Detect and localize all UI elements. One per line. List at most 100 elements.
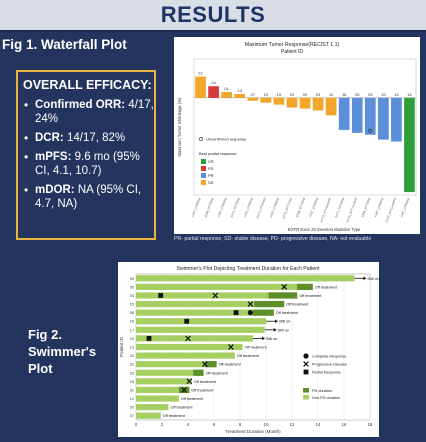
x-tick-label: 12 xyxy=(290,422,295,427)
swim-bar-pd xyxy=(297,283,313,290)
legend-pr-label: Partial Response xyxy=(312,371,341,375)
legend-nonpd-duration-label: Non-PD duration xyxy=(312,396,340,400)
bar-patient-id: 01 xyxy=(224,86,229,91)
efficacy-value: 14/17, 82% xyxy=(66,132,126,144)
x-tick-label: N771_H773dup xyxy=(334,197,345,218)
efficacy-label: DCR: xyxy=(35,132,64,144)
unconfirmed-marker xyxy=(368,128,373,133)
waterfall-bar xyxy=(234,93,246,98)
x-tick-label: D770_N771insSVD xyxy=(346,196,359,223)
still-on-label: Still on xyxy=(367,277,378,281)
legend-swatch xyxy=(201,159,206,164)
bar-patient-id: 15 xyxy=(381,92,386,97)
x-tick-label: 18 xyxy=(368,422,373,427)
efficacy-heading: OVERALL EFFICACY: xyxy=(23,78,152,92)
status-label: Off treatment xyxy=(315,285,338,289)
efficacy-box: OVERALL EFFICACY: Confirmed ORR: 4/17, 2… xyxy=(16,70,156,240)
bar-patient-id: 13 xyxy=(237,88,242,93)
y-tick-label: 12 xyxy=(130,397,134,401)
swim-bar xyxy=(136,361,217,368)
progressive-disease-marker xyxy=(185,335,191,342)
efficacy-value: 9.6 mo (95% CI, 4.1, 10.7) xyxy=(35,151,140,177)
efficacy-item-mpfs: mPFS: 9.6 mo (95% CI, 4.1, 10.7) xyxy=(24,150,154,178)
still-on-arrowhead xyxy=(262,336,265,341)
waterfall-bar xyxy=(208,86,219,98)
bar-patient-id: 04 xyxy=(211,80,216,85)
swim-bar xyxy=(136,412,161,419)
waterfall-bar xyxy=(195,76,206,98)
still-on-label: Still on xyxy=(279,320,290,324)
waterfall-bar xyxy=(325,97,337,116)
waterfall-chart: Maximum Tumor Response(RECIST 1.1) Patien… xyxy=(174,37,420,234)
legend-marker-label: Unconfirmed response xyxy=(206,137,247,142)
legend-pd-label: Progressive Disease xyxy=(312,363,347,367)
bar-patient-id: 22 xyxy=(198,70,203,75)
progressive-disease-marker xyxy=(212,292,219,299)
still-on-arrowhead xyxy=(275,319,278,324)
status-label: Off treatment xyxy=(194,380,217,384)
swim-bar xyxy=(136,335,253,342)
y-tick-label: 01 xyxy=(130,388,134,392)
legend-title: Patient ID xyxy=(281,49,303,55)
legend-label: PR xyxy=(208,173,214,178)
bar-patient-id: 16 xyxy=(407,92,412,97)
swim-bar xyxy=(136,343,243,351)
efficacy-value: NA (95% CI, 4.7, NA) xyxy=(35,184,142,210)
legend-swatch xyxy=(201,180,206,185)
efficacy-list: Confirmed ORR: 4/17, 24% DCR: 14/17, 82%… xyxy=(23,98,154,211)
swim-bar xyxy=(136,369,204,376)
swim-bar-pd xyxy=(204,361,217,368)
y-tick-label: 07 xyxy=(130,414,134,418)
swim-bar xyxy=(136,283,313,290)
y-tick-label: 15 xyxy=(130,303,134,307)
y-axis-label: Patient ID xyxy=(119,336,124,357)
legend-label: SD xyxy=(208,180,214,185)
y-tick-label: 16 xyxy=(130,320,134,324)
waterfall-bar xyxy=(338,97,350,130)
swim-bar-pd xyxy=(253,309,274,316)
swim-bar-pd xyxy=(268,292,298,299)
waterfall-bar xyxy=(221,92,233,98)
x-tick-label: S768_D770dup xyxy=(295,197,306,218)
waterfall-bar xyxy=(351,97,363,133)
legend-marker-unconfirmed xyxy=(199,137,203,141)
waterfall-bar xyxy=(299,97,311,109)
x-tick-label: A767_V769dup xyxy=(373,197,384,218)
waterfall-bar xyxy=(312,97,324,111)
swim-bar xyxy=(136,275,355,282)
efficacy-item-dcr: DCR: 14/17, 82% xyxy=(24,131,154,145)
x-tick-label: A767_V769dup xyxy=(308,197,319,218)
swimmer-svg: Swimmer's Plot Depicting Treatment Durat… xyxy=(119,266,379,434)
progressive-disease-marker xyxy=(281,284,288,290)
status-label: Off treatment xyxy=(237,354,260,358)
waterfall-bar xyxy=(377,97,389,140)
header-banner: RESULTS xyxy=(0,0,426,32)
y-tick-label: 08 xyxy=(130,311,134,315)
bar-patient-id: 07 xyxy=(251,92,256,97)
x-axis-label: Treatment Duration (Month) xyxy=(225,429,281,434)
x-tick-label: A767_V769dup xyxy=(269,197,280,218)
swim-bar-pd xyxy=(254,300,285,308)
x-tick-label: S768_D770dup xyxy=(204,197,215,218)
legend-pr-marker xyxy=(303,369,309,375)
x-tick-label: A767_V769dup xyxy=(217,197,228,218)
efficacy-label: Confirmed ORR: xyxy=(35,99,126,111)
y-tick-label: 23 xyxy=(130,371,134,375)
fig2-label-line: Plot xyxy=(28,361,53,376)
bar-patient-id: 03 xyxy=(316,92,321,97)
swim-bar xyxy=(136,386,190,394)
swimmer-chart: Swimmer's Plot Depicting Treatment Durat… xyxy=(118,262,379,437)
chart-title: Swimmer's Plot Depicting Treatment Durat… xyxy=(177,266,320,272)
y-tick-label: 13 xyxy=(130,346,134,350)
legend-pd-marker xyxy=(303,361,309,367)
swim-bar xyxy=(136,300,285,308)
legend-heading: Best partial response xyxy=(199,151,237,156)
status-label: Off treatment xyxy=(206,371,229,375)
y-tick-label: 05 xyxy=(130,285,134,289)
legend-swatch xyxy=(201,173,206,178)
x-tick-label: 4 xyxy=(187,422,190,427)
page-title: RESULTS xyxy=(160,2,266,27)
swim-bar xyxy=(136,309,274,316)
status-label: Off treatment xyxy=(219,363,242,367)
bar-patient-id: 23 xyxy=(290,92,295,97)
